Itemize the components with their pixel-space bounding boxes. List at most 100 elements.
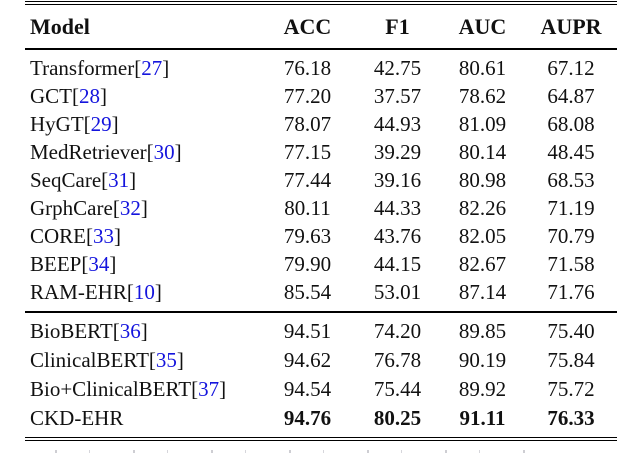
acc-value: 77.20 [283, 84, 332, 108]
auc-value: 90.19 [458, 348, 507, 372]
auc-value: 80.14 [458, 140, 507, 164]
column-header-acc: ACC [260, 3, 355, 50]
table-row: SeqCare[31] 77.44 39.16 80.98 68.53 [25, 166, 617, 194]
model-name: BEEP [30, 252, 82, 276]
auc-value: 82.26 [458, 196, 507, 220]
auc-value: 81.09 [458, 112, 507, 136]
citation-link[interactable]: 28 [79, 84, 100, 108]
citation-bracket-open: [ [86, 224, 94, 248]
model-name-cell: Bio+ClinicalBERT[37] [25, 375, 260, 404]
aupr-value: 71.58 [547, 252, 595, 276]
citation-bracket-close: ] [162, 56, 170, 80]
citation-link[interactable]: 27 [141, 56, 163, 80]
table-row: HyGT[29] 78.07 44.93 81.09 68.08 [25, 110, 617, 138]
acc-value: 94.62 [283, 348, 332, 372]
model-name: GCT [30, 84, 72, 108]
acc-value: 76.18 [283, 56, 332, 80]
acc-value: 80.11 [284, 196, 331, 220]
citation-link[interactable]: 31 [108, 168, 130, 192]
auc-value: 87.14 [458, 280, 507, 304]
citation-bracket-open: [ [112, 319, 120, 343]
table-row: GCT[28] 77.20 37.57 78.62 64.87 [25, 82, 617, 110]
aupr-value: 75.84 [547, 348, 595, 372]
auc-value: 89.92 [458, 377, 507, 401]
column-header-auc: AUC [440, 3, 525, 50]
citation-bracket-open: [ [101, 168, 109, 192]
citation-link[interactable]: 30 [153, 140, 175, 164]
model-name-cell: Transformer[27] [25, 49, 260, 82]
table-row: MedRetriever[30] 77.15 39.29 80.14 48.45 [25, 138, 617, 166]
aupr-value: 75.72 [547, 377, 595, 401]
citation-bracket-open: [ [191, 377, 199, 401]
citation-bracket-close: ] [174, 140, 182, 164]
acc-value: 77.44 [283, 168, 332, 192]
acc-value: 94.51 [260, 311, 355, 346]
model-name: BioBERT [30, 319, 113, 343]
acc-value: 79.90 [283, 252, 332, 276]
citation-bracket-open: [ [134, 56, 142, 80]
model-name: Bio+ClinicalBERT [30, 377, 192, 401]
citation-bracket-open: [ [126, 280, 134, 304]
aupr-value: 67.12 [547, 56, 595, 80]
citation-bracket-close: ] [140, 319, 148, 343]
model-name-cell: MedRetriever[30] [25, 138, 260, 166]
model-name: HyGT [30, 112, 84, 136]
column-header-model: Model [25, 3, 260, 50]
citation-link[interactable]: 32 [119, 196, 141, 220]
citation-bracket-open: [ [83, 112, 91, 136]
table-row: CORE[33] 79.63 43.76 82.05 70.79 [25, 222, 617, 250]
f1-value: 39.29 [373, 140, 422, 164]
f1-value: 80.25 [373, 406, 422, 430]
model-comparison-table: Model ACC F1 AUC AUPR Transformer[27] 76.… [25, 1, 617, 441]
table-row: RAM-EHR[10] 85.54 53.01 87.14 71.76 [25, 278, 617, 312]
model-name: ClinicalBERT [30, 348, 149, 372]
citation-bracket-open: [ [81, 252, 89, 276]
results-table-container: Model ACC F1 AUC AUPR Transformer[27] 76.… [25, 1, 617, 441]
auc-value: 80.61 [458, 56, 507, 80]
citation-link[interactable]: 36 [119, 319, 141, 343]
aupr-value: 76.33 [547, 406, 595, 430]
f1-value: 37.57 [373, 84, 422, 108]
f1-value: 53.01 [373, 280, 422, 304]
header-row: Model ACC F1 AUC AUPR [25, 3, 617, 50]
model-name-cell: BEEP[34] [25, 250, 260, 278]
model-name: CORE [30, 224, 87, 248]
acc-value: 79.63 [283, 224, 332, 248]
model-name-cell: SeqCare[31] [25, 166, 260, 194]
f1-value: 74.20 [355, 311, 440, 346]
citation-link[interactable]: 34 [88, 252, 110, 276]
citation-bracket-close: ] [176, 348, 184, 372]
citation-bracket-close: ] [140, 196, 148, 220]
acc-value: 94.54 [283, 377, 332, 401]
aupr-value: 70.79 [547, 224, 595, 248]
f1-value: 76.78 [373, 348, 422, 372]
table-row: BEEP[34] 79.90 44.15 82.67 71.58 [25, 250, 617, 278]
model-name-cell: HyGT[29] [25, 110, 260, 138]
table-header: Model ACC F1 AUC AUPR [25, 3, 617, 50]
citation-link[interactable]: 29 [90, 112, 112, 136]
model-name: Transformer [30, 56, 135, 80]
citation-link[interactable]: 10 [133, 280, 155, 304]
citation-link[interactable]: 35 [155, 348, 177, 372]
model-name-cell: CORE[33] [25, 222, 260, 250]
table-row: Transformer[27] 76.18 42.75 80.61 67.12 [25, 49, 617, 82]
model-name: SeqCare [30, 168, 102, 192]
acc-value: 85.54 [283, 280, 332, 304]
model-name-cell: GrphCare[32] [25, 194, 260, 222]
citation-link[interactable]: 33 [93, 224, 115, 248]
citation-link[interactable]: 37 [198, 377, 220, 401]
aupr-value: 68.08 [547, 112, 595, 136]
model-group-baselines: Transformer[27] 76.18 42.75 80.61 67.12 GCT[2… [25, 49, 617, 312]
f1-value: 39.16 [373, 168, 422, 192]
model-name-cell: RAM-EHR[10] [25, 278, 260, 312]
table-row: CKD-EHR 94.76 80.25 91.11 76.33 [25, 404, 617, 439]
model-name: RAM-EHR [30, 280, 127, 304]
model-name-cell: GCT[28] [25, 82, 260, 110]
column-header-f1: F1 [355, 3, 440, 50]
auc-value: 91.11 [459, 406, 506, 430]
model-name-cell: BioBERT[36] [25, 311, 260, 346]
f1-value: 44.33 [373, 196, 422, 220]
model-name: CKD-EHR [30, 406, 124, 430]
model-name: GrphCare [30, 196, 113, 220]
model-group-bert: BioBERT[36] 94.51 74.20 89.85 75.40 ClinicalB… [25, 311, 617, 439]
